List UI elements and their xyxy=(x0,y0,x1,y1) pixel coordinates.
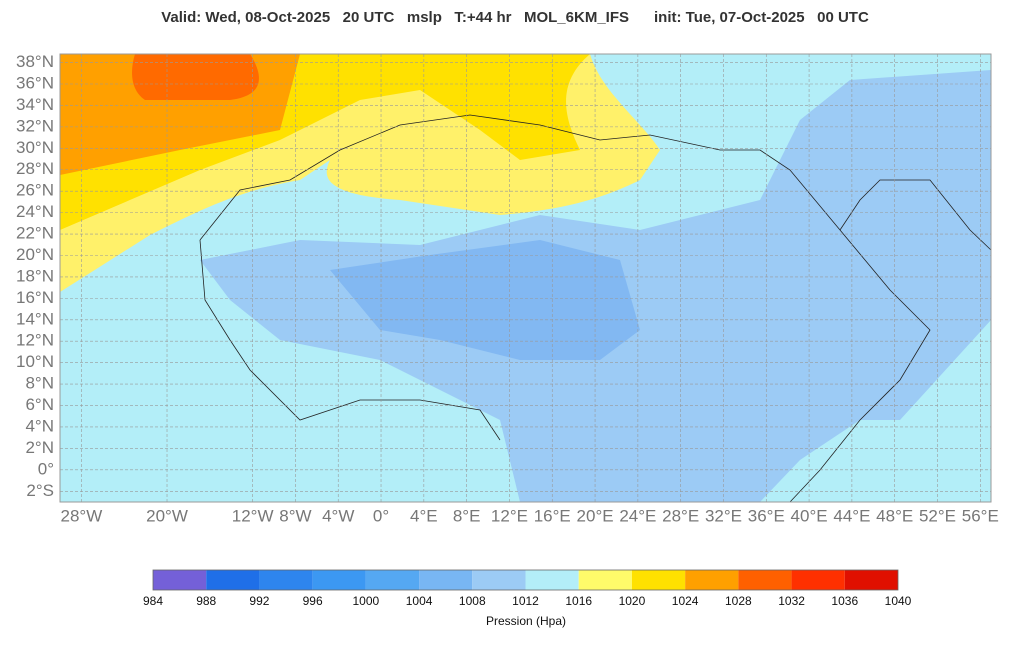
lon-tick-label: 32°E xyxy=(705,506,742,525)
lon-tick-label: 24°E xyxy=(619,506,656,525)
lat-tick-label: 24°N xyxy=(16,202,54,221)
coastline xyxy=(199,114,992,503)
lat-tick-label: 2°S xyxy=(26,481,54,500)
lon-tick-label: 20°E xyxy=(577,506,614,525)
colorbar-swatch xyxy=(844,570,898,590)
lat-tick-label: 16°N xyxy=(16,288,54,307)
lat-tick-label: 10°N xyxy=(16,352,54,371)
colorbar-swatch xyxy=(312,570,366,590)
lat-tick-label: 6°N xyxy=(25,395,54,414)
lat-tick-label: 22°N xyxy=(16,224,54,243)
colorbar-label: Pression (Hpa) xyxy=(486,614,566,628)
lat-tick-label: 20°N xyxy=(16,245,54,264)
colorbar-tick-label: 992 xyxy=(249,594,269,608)
colorbar-tick-label: 1028 xyxy=(725,594,752,608)
lon-tick-label: 36°E xyxy=(748,506,785,525)
map-frame xyxy=(59,53,992,503)
colorbar-swatch xyxy=(738,570,792,590)
colorbar-swatch xyxy=(578,570,632,590)
lon-tick-label: 28°W xyxy=(61,506,103,525)
lon-tick-label: 48°E xyxy=(876,506,913,525)
lon-tick-label: 8°E xyxy=(453,506,481,525)
lon-tick-label: 56°E xyxy=(962,506,999,525)
lat-tick-label: 14°N xyxy=(16,309,54,328)
lon-tick-label: 44°E xyxy=(833,506,870,525)
colorbar-swatch xyxy=(631,570,686,590)
lat-tick-label: 26°N xyxy=(16,181,54,200)
colorbar-tick-label: 1036 xyxy=(831,594,858,608)
lat-tick-label: 30°N xyxy=(16,138,54,157)
lon-tick-label: 0° xyxy=(373,506,389,525)
colorbar-tick-label: 1024 xyxy=(672,594,699,608)
colorbar-tick-label: 1040 xyxy=(885,594,912,608)
lat-tick-label: 4°N xyxy=(25,416,54,435)
colorbar-tick-label: 1012 xyxy=(512,594,539,608)
lat-tick-label: 34°N xyxy=(16,95,54,114)
lon-tick-label: 40°E xyxy=(791,506,828,525)
colorbar-tick-label: 996 xyxy=(303,594,323,608)
colorbar-frame xyxy=(152,569,899,591)
colorbar-tick-label: 1008 xyxy=(459,594,486,608)
colorbar-tick-label: 1016 xyxy=(565,594,592,608)
lat-tick-label: 12°N xyxy=(16,331,54,350)
colorbar-swatch xyxy=(472,570,526,590)
colorbar-swatch xyxy=(685,570,739,590)
colorbar-swatch xyxy=(206,570,260,590)
colorbar-tick-label: 1000 xyxy=(353,594,380,608)
lon-tick-label: 4°W xyxy=(322,506,354,525)
colorbar-swatch xyxy=(365,570,420,590)
colorbar-swatch xyxy=(419,570,473,590)
colorbar-tick-label: 984 xyxy=(143,594,163,608)
lon-tick-label: 16°E xyxy=(534,506,571,525)
colorbar-swatch xyxy=(791,570,845,590)
colorbar-tick-label: 988 xyxy=(196,594,216,608)
colorbar-swatch xyxy=(525,570,579,590)
title: Valid: Wed, 08-Oct-2025 20 UTC mslp T:+4… xyxy=(161,9,869,26)
lat-tick-label: 8°N xyxy=(25,374,54,393)
colorbar-tick-label: 1004 xyxy=(406,594,433,608)
colorbar-swatch xyxy=(259,570,313,590)
colorbar-tick-label: 1032 xyxy=(778,594,805,608)
lon-tick-label: 4°E xyxy=(410,506,438,525)
field-1032 xyxy=(132,54,259,100)
map-field xyxy=(60,54,992,503)
colorbar-swatch xyxy=(153,570,207,590)
lat-tick-label: 36°N xyxy=(16,73,54,92)
lat-tick-label: 0° xyxy=(38,459,54,478)
lon-tick-label: 28°E xyxy=(662,506,699,525)
lat-tick-label: 32°N xyxy=(16,116,54,135)
lat-tick-label: 2°N xyxy=(25,438,54,457)
lat-tick-label: 18°N xyxy=(16,266,54,285)
lat-tick-label: 38°N xyxy=(16,52,54,71)
lon-tick-label: 8°W xyxy=(279,506,311,525)
field-1004 xyxy=(330,240,640,360)
lon-tick-label: 12°E xyxy=(491,506,528,525)
lon-tick-label: 52°E xyxy=(919,506,956,525)
graticule xyxy=(60,54,991,502)
lat-tick-label: 28°N xyxy=(16,159,54,178)
colorbar-tick-label: 1020 xyxy=(619,594,646,608)
lon-tick-label: 12°W xyxy=(232,506,274,525)
lon-tick-label: 20°W xyxy=(146,506,188,525)
